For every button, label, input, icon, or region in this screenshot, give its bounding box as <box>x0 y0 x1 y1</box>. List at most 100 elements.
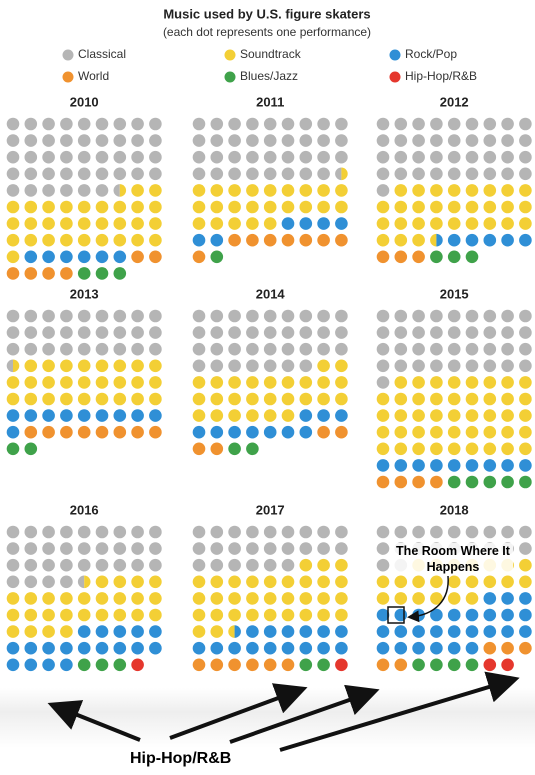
dot <box>113 267 127 280</box>
dot <box>246 392 259 406</box>
dot <box>149 409 162 422</box>
dot <box>149 592 162 605</box>
dot <box>210 326 224 339</box>
dot <box>299 167 313 181</box>
dot <box>77 150 91 164</box>
legend-label: Rock/Pop <box>405 47 457 61</box>
dot <box>263 326 277 339</box>
dot <box>376 409 390 422</box>
dot <box>246 117 259 131</box>
dot <box>131 558 144 572</box>
dot <box>412 459 425 472</box>
dot <box>317 658 330 672</box>
dot <box>228 409 241 422</box>
dot <box>228 342 241 356</box>
dot <box>42 217 55 230</box>
dot <box>519 376 532 389</box>
dot <box>60 117 73 131</box>
dot <box>263 117 277 131</box>
dot <box>281 326 295 339</box>
dot <box>299 592 313 605</box>
dot <box>6 200 20 214</box>
dot <box>519 326 532 339</box>
dot <box>519 442 532 456</box>
dot <box>6 217 20 230</box>
dot <box>281 309 295 323</box>
arrow <box>169 683 308 740</box>
dot <box>394 309 408 323</box>
dot <box>465 150 479 164</box>
dot <box>483 376 497 389</box>
dot <box>77 641 91 655</box>
dot <box>335 184 348 197</box>
dot <box>335 608 348 622</box>
dot <box>113 117 127 131</box>
half-dot <box>84 575 91 589</box>
dot <box>376 134 390 147</box>
dot <box>113 309 127 323</box>
dot <box>60 134 73 147</box>
dot <box>281 575 295 589</box>
dot <box>263 625 277 638</box>
dot <box>113 326 127 339</box>
dot <box>228 309 241 323</box>
dot <box>210 425 224 439</box>
dot <box>394 459 408 472</box>
dot <box>483 475 497 489</box>
dot <box>317 592 330 605</box>
dot <box>430 167 443 181</box>
dot <box>483 658 497 672</box>
dot <box>228 525 241 539</box>
dot <box>210 150 224 164</box>
dot <box>465 217 479 230</box>
dot <box>376 326 390 339</box>
dot <box>131 200 144 214</box>
dot <box>394 250 408 264</box>
dot <box>210 184 224 197</box>
dot <box>60 542 73 555</box>
half-dot <box>234 625 241 638</box>
dot <box>77 233 91 247</box>
dot <box>281 525 295 539</box>
dot <box>376 217 390 230</box>
dot <box>192 150 206 164</box>
dot <box>246 184 259 197</box>
dot <box>263 342 277 356</box>
dot <box>113 134 127 147</box>
dot <box>412 425 425 439</box>
dot <box>6 326 20 339</box>
dot <box>60 558 73 572</box>
dot <box>95 625 109 638</box>
dot <box>299 625 313 638</box>
half-dot <box>430 233 437 247</box>
dot <box>335 525 348 539</box>
dot <box>317 558 330 572</box>
dot <box>149 425 162 439</box>
dot <box>281 342 295 356</box>
dot <box>430 184 443 197</box>
dot <box>412 342 425 356</box>
dot <box>430 134 443 147</box>
dot <box>192 525 206 539</box>
dot <box>281 150 295 164</box>
dot <box>281 658 295 672</box>
dot <box>335 558 348 572</box>
dot <box>60 625 73 638</box>
dot <box>465 658 479 672</box>
dot <box>447 641 461 655</box>
dot <box>131 150 144 164</box>
dot <box>77 592 91 605</box>
dot <box>430 117 443 131</box>
dot <box>24 392 38 406</box>
dot <box>113 558 127 572</box>
dot <box>77 342 91 356</box>
dot <box>447 525 461 539</box>
dot <box>6 134 20 147</box>
dot <box>447 658 461 672</box>
dot <box>95 150 109 164</box>
dot <box>210 592 224 605</box>
dot <box>95 641 109 655</box>
dot <box>60 342 73 356</box>
dot <box>149 117 162 131</box>
dot <box>60 267 73 280</box>
